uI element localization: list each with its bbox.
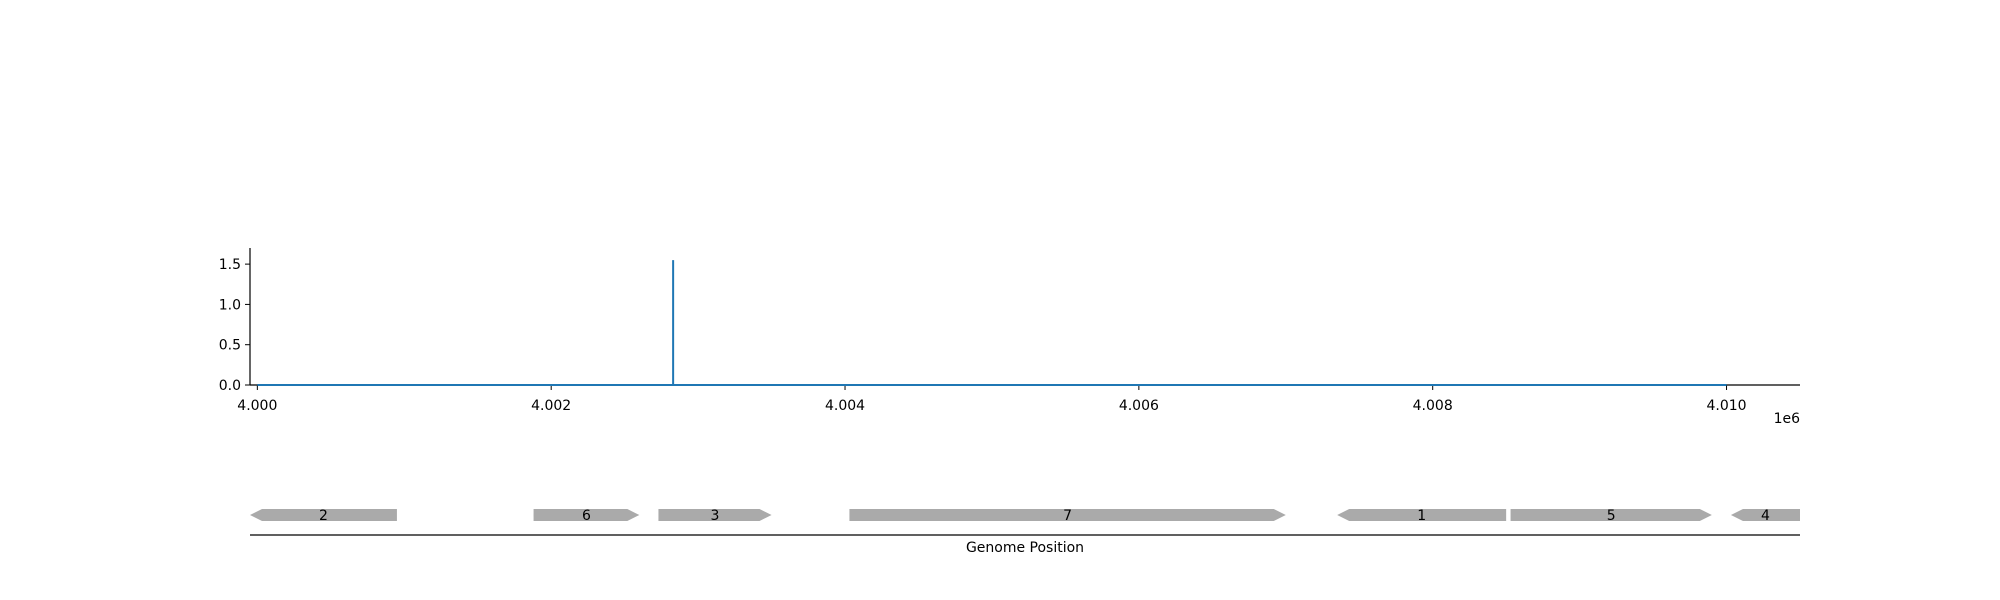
x-tick-label: 4.002 bbox=[531, 398, 571, 414]
x-tick-label: 4.008 bbox=[1413, 398, 1453, 414]
gene-arrow bbox=[1510, 509, 1712, 521]
x-tick-label: 4.010 bbox=[1706, 398, 1746, 414]
y-tick-label: 1.5 bbox=[219, 257, 241, 273]
x-offset-label: 1e6 bbox=[1774, 411, 1801, 427]
gene-label: 4 bbox=[1761, 508, 1770, 524]
gene-label: 7 bbox=[1063, 508, 1072, 524]
gene-label: 2 bbox=[319, 508, 328, 524]
gene-label: 3 bbox=[711, 508, 720, 524]
gene-track-xlabel: Genome Position bbox=[966, 540, 1084, 556]
signal-line bbox=[257, 260, 1727, 386]
signal-x-ticks: 4.000 4.002 4.004 4.006 4.008 4.010 bbox=[237, 385, 1747, 414]
gene-arrow bbox=[658, 509, 772, 521]
x-tick-label: 4.004 bbox=[825, 398, 865, 414]
gene-label: 6 bbox=[582, 508, 591, 524]
gene-arrow bbox=[1337, 509, 1507, 521]
x-tick-label: 4.006 bbox=[1119, 398, 1159, 414]
gene-arrow bbox=[533, 509, 640, 521]
gene-arrow bbox=[849, 509, 1286, 521]
x-tick-label: 4.000 bbox=[237, 398, 277, 414]
gene-arrows: 2 6 3 7 1 5 4 bbox=[250, 508, 1800, 524]
y-tick-label: 0.5 bbox=[219, 338, 241, 354]
signal-panel: 0.00.51.01.5 4.000 4.002 4.004 4.006 4.008 4.… bbox=[219, 248, 1800, 427]
y-tick-label: 1.0 bbox=[219, 297, 241, 313]
gene-arrow bbox=[1730, 509, 1800, 521]
gene-label: 1 bbox=[1417, 508, 1426, 524]
gene-label: 5 bbox=[1607, 508, 1616, 524]
gene-arrow bbox=[250, 509, 397, 521]
signal-y-ticks: 0.0 0.5 1.0 1.5 bbox=[219, 257, 250, 394]
signal-series bbox=[257, 260, 1727, 386]
gene-panel: 2 6 3 7 1 5 4 Genome Position bbox=[250, 508, 1800, 556]
y-tick-label: 0.0 bbox=[219, 378, 241, 394]
